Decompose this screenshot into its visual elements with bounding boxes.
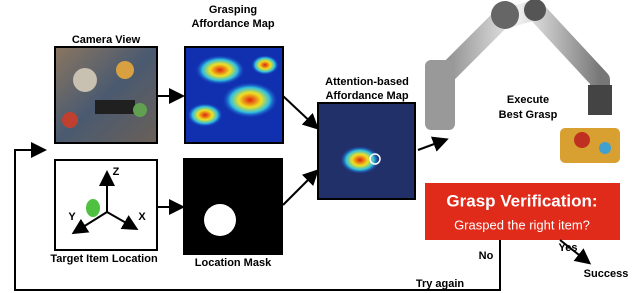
robot-image	[425, 0, 620, 163]
mask-image	[183, 158, 283, 255]
axis-label: Y	[68, 211, 76, 223]
label: No	[479, 250, 494, 262]
camera-image	[55, 47, 157, 143]
label: Best Grasp	[499, 109, 558, 121]
attention-image	[318, 103, 415, 199]
label: Attention-based	[325, 76, 409, 88]
label: Camera View	[72, 34, 141, 46]
label: Execute	[507, 94, 549, 106]
label: Affordance Map	[191, 18, 274, 30]
label: Location Mask	[195, 257, 272, 269]
target-box	[55, 160, 157, 250]
diagram: Camera View Grasping Affordance Map Atte…	[0, 0, 638, 293]
label: Affordance Map	[325, 90, 408, 102]
label: Try again	[416, 278, 465, 290]
affordance-image	[185, 47, 283, 143]
label: Yes	[559, 242, 578, 254]
label: Target Item Location	[50, 253, 158, 265]
label: Success	[584, 268, 629, 280]
axis-label: X	[138, 211, 146, 223]
axis-label: Z	[113, 166, 120, 178]
verification-question: Grasped the right item?	[454, 217, 590, 232]
verification-title: Grasp Verification:	[446, 191, 597, 210]
label: Grasping	[209, 4, 257, 16]
